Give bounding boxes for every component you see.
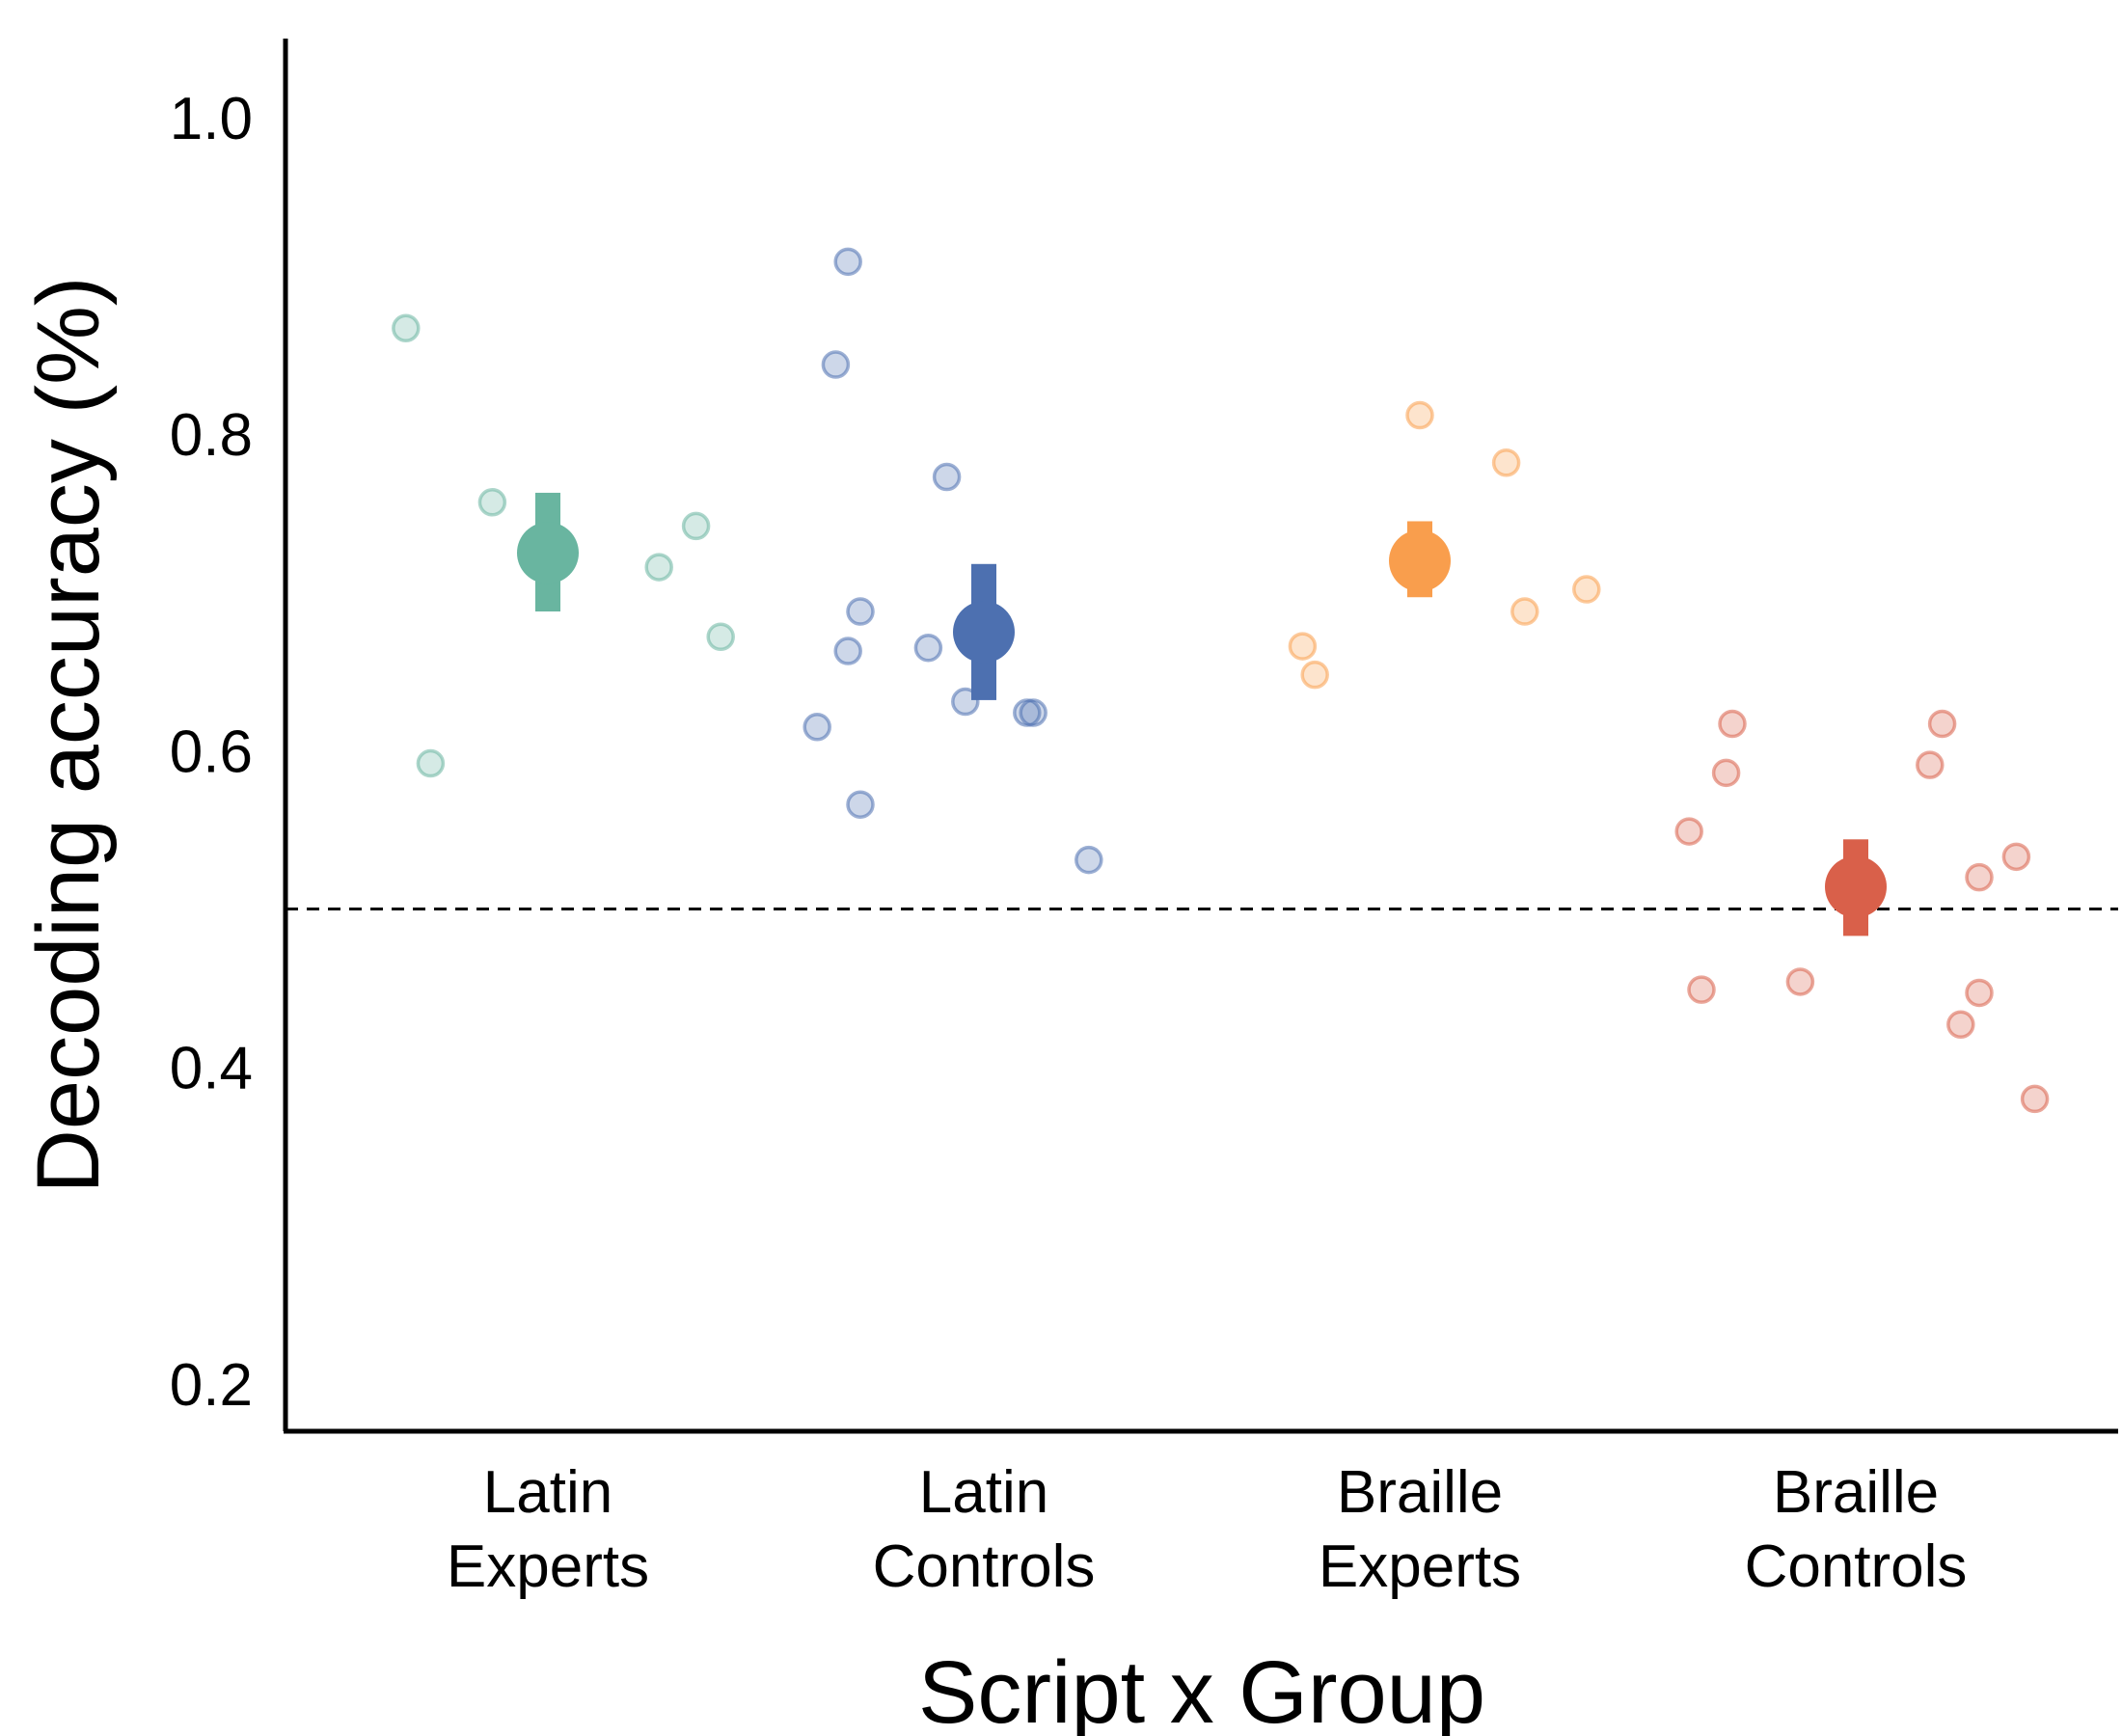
data-point	[1075, 845, 1103, 875]
data-point	[644, 553, 673, 582]
data-point	[846, 597, 875, 626]
data-point	[1965, 978, 1994, 1008]
plot-area	[286, 247, 2118, 1114]
group-1	[392, 313, 735, 778]
y-tick-label: 0.2	[170, 1352, 253, 1419]
data-point	[1711, 758, 1741, 788]
y-axis-label: Decoding accuracy (%)	[19, 276, 118, 1193]
data-point	[1916, 750, 1945, 779]
x-tick-label-line1: Latin	[483, 1459, 612, 1526]
data-point	[2020, 1084, 2050, 1114]
data-point	[833, 247, 862, 277]
data-point	[1718, 709, 1747, 739]
y-tick-label: 0.6	[170, 719, 253, 785]
x-tick-label-line1: Braille	[1773, 1459, 1939, 1526]
data-point	[1510, 597, 1539, 626]
y-tick-label: 1.0	[170, 86, 253, 152]
x-tick-label-line2: Experts	[447, 1533, 649, 1600]
data-point	[846, 790, 875, 819]
data-point	[392, 313, 421, 343]
data-point	[1687, 975, 1716, 1004]
group-2	[803, 247, 1103, 875]
data-point	[1019, 698, 1047, 727]
data-point	[2001, 842, 2031, 872]
y-tick-label: 0.8	[170, 402, 253, 469]
data-point	[1288, 632, 1318, 661]
data-point	[1674, 817, 1703, 846]
group-4	[1674, 709, 2050, 1114]
data-point	[681, 511, 711, 541]
x-axis-label: Script x Group	[918, 1643, 1485, 1736]
data-point	[913, 634, 943, 663]
data-point	[821, 350, 851, 379]
x-tick-label-line2: Controls	[873, 1533, 1096, 1600]
y-tick-label: 0.4	[170, 1036, 253, 1102]
x-tick-label-line2: Controls	[1745, 1533, 1968, 1600]
x-tick-label-line1: Latin	[919, 1459, 1048, 1526]
mean-marker	[517, 522, 579, 584]
data-point	[1927, 709, 1957, 739]
data-point	[1946, 1010, 1975, 1040]
data-point	[416, 748, 446, 778]
x-tick-label-line1: Braille	[1337, 1459, 1503, 1526]
mean-marker	[1389, 529, 1451, 592]
data-point	[833, 637, 862, 665]
x-tick-label-line2: Experts	[1319, 1533, 1521, 1600]
data-point	[477, 488, 507, 517]
y-axis-ticks: 0.2 0.4 0.6 0.8 1.0	[170, 86, 253, 1419]
data-point	[1300, 660, 1329, 690]
mean-marker	[1825, 855, 1887, 918]
group-3	[1288, 400, 1601, 690]
data-point	[706, 622, 735, 652]
data-point	[1491, 448, 1521, 477]
data-point	[1965, 862, 1994, 892]
x-axis-ticks: Latin Experts Latin Controls Braille Experts B…	[447, 1459, 1968, 1600]
mean-marker	[953, 601, 1015, 664]
data-point	[1785, 967, 1815, 996]
data-point	[932, 462, 962, 492]
data-point	[1405, 400, 1434, 430]
data-point	[803, 713, 831, 742]
data-point	[1572, 575, 1601, 604]
